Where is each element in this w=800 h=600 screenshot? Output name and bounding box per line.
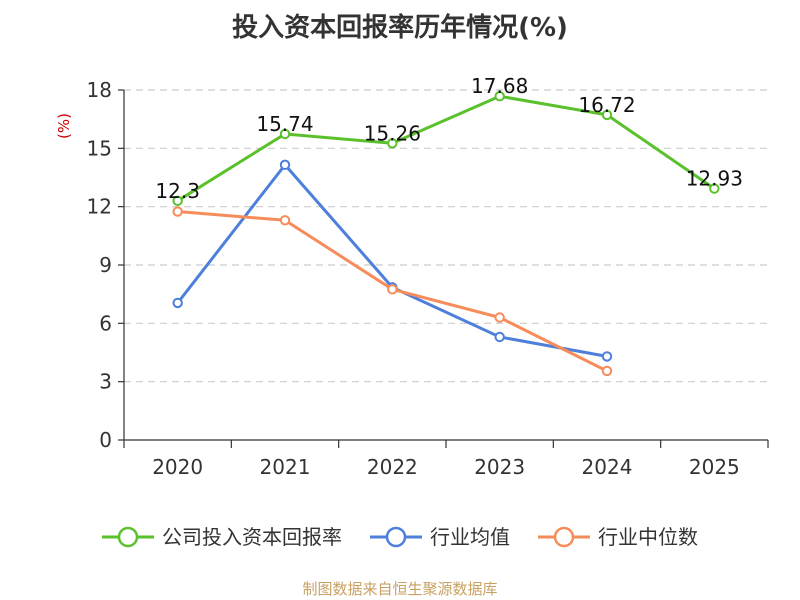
series-line [176,94,716,203]
data-label: 16.72 [578,93,635,117]
y-tick-label: 0 [99,428,112,452]
data-labels: 12.3 15.74 15.26 17.68 16.72 12.93 [155,74,743,203]
data-label: 12.93 [686,167,743,191]
legend-marker-icon [385,526,407,548]
data-label: 12.3 [155,179,200,203]
data-point [172,206,183,217]
data-label: 15.26 [364,121,421,145]
y-tick-label: 6 [99,311,112,335]
series-line [176,163,608,358]
legend-item-1[interactable]: 行业均值 [370,525,510,549]
data-point [494,331,505,343]
x-tick-label: 2021 [260,455,311,479]
data-point [494,312,505,323]
x-tick-label: 2024 [582,455,633,479]
chart-title: 投入资本回报率历年情况(%) [232,12,568,43]
legend: 公司投入资本回报率 行业均值 行业中位数 [102,525,698,549]
series-1 [172,159,613,362]
x-tick-label: 2023 [474,455,525,479]
x-axis-ticks: 2020 2021 2022 2023 2024 2025 [123,440,769,479]
data-point [709,183,720,194]
data-point [601,365,613,377]
data-point [387,138,398,149]
data-point [172,195,183,207]
y-axis-ticks: 0 3 6 9 12 15 18 [87,78,124,452]
y-tick-label: 18 [87,78,112,102]
data-point [601,109,613,121]
data-point [172,297,183,309]
data-point [279,128,291,140]
data-label: 17.68 [471,74,528,98]
data-point [494,91,505,102]
legend-marker-icon [553,526,575,548]
y-tick-label: 12 [87,195,112,219]
data-point [279,215,291,226]
legend-item-0[interactable]: 公司投入资本回报率 [102,525,342,549]
y-axis-unit-label: (%) [55,113,73,139]
legend-label: 行业中位数 [598,525,698,549]
y-tick-label: 9 [99,253,112,277]
series-0 [172,91,720,207]
series-lines [172,91,720,377]
series-2 [172,206,613,377]
y-tick-label: 15 [87,136,112,160]
source-note: 制图数据来自恒生聚源数据库 [302,580,497,598]
legend-marker-icon [117,526,139,548]
x-tick-label: 2022 [367,455,418,479]
gridlines [124,89,768,383]
legend-label: 公司投入资本回报率 [162,525,342,549]
legend-item-2[interactable]: 行业中位数 [538,525,698,549]
data-point [601,351,613,362]
data-label: 15.74 [256,112,313,136]
y-tick-label: 3 [99,370,112,394]
legend-label: 行业均值 [430,525,510,549]
x-tick-label: 2020 [152,455,203,479]
data-point [279,159,291,171]
data-point [387,284,398,295]
x-tick-label: 2025 [689,455,740,479]
